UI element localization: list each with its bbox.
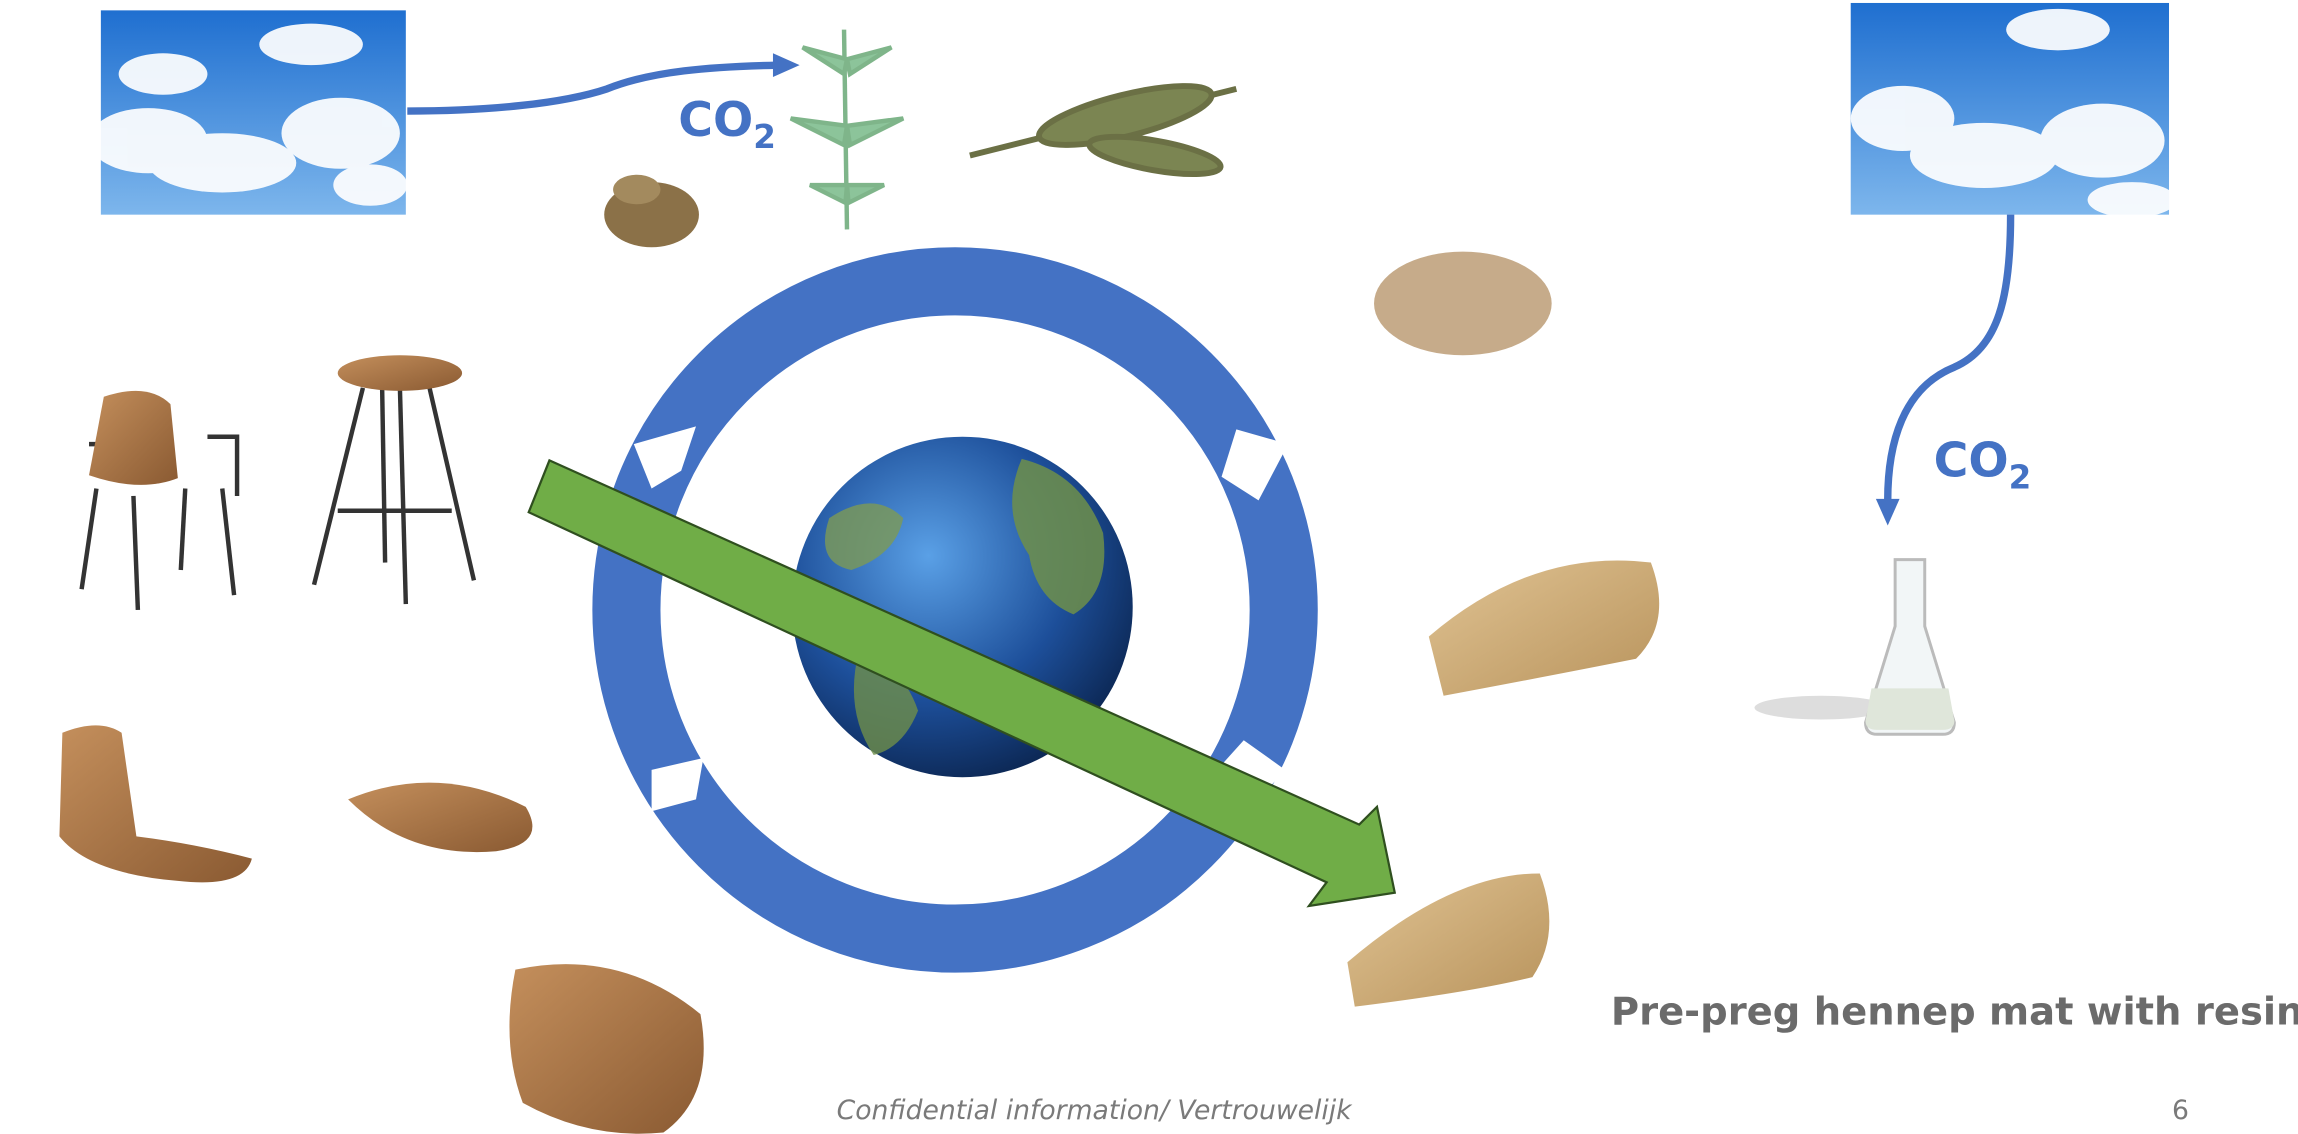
co2-label: CO2: [1934, 434, 2032, 497]
hemp-fiber: [1374, 252, 1552, 356]
co2-main: CO: [1934, 434, 2009, 489]
page: CO2 CO2 Pre-preg hennep mat with resin C…: [0, 0, 2298, 1134]
co2-label: CO2: [678, 93, 776, 156]
page-number: 6: [2172, 1095, 2189, 1126]
chair: [82, 391, 237, 610]
stool: [314, 355, 474, 604]
hemp-seeds: [604, 175, 699, 248]
arrow-head: [1876, 499, 1900, 526]
hemp-mat: [1429, 560, 1659, 695]
chair-shell: [59, 725, 251, 882]
slide: CO2 CO2 Pre-preg hennep mat with resin C…: [0, 0, 2298, 1134]
dried-hemp: [970, 74, 1236, 182]
flask: [1754, 560, 1954, 735]
confidential-note: Confidential information/ Vertrouwelijk: [837, 1095, 1354, 1126]
co2-subscript: 2: [753, 118, 776, 156]
hemp-plant: [791, 30, 904, 230]
sky-image: [1851, 3, 2177, 218]
sky-image: [89, 10, 407, 214]
co2-subscript: 2: [2009, 459, 2032, 497]
molded-tray: [509, 964, 703, 1134]
seat-shell: [348, 783, 532, 852]
caption: Pre-preg hennep mat with resin: [1611, 989, 2298, 1034]
co2-main: CO: [678, 93, 753, 148]
arrow-head: [773, 53, 800, 77]
